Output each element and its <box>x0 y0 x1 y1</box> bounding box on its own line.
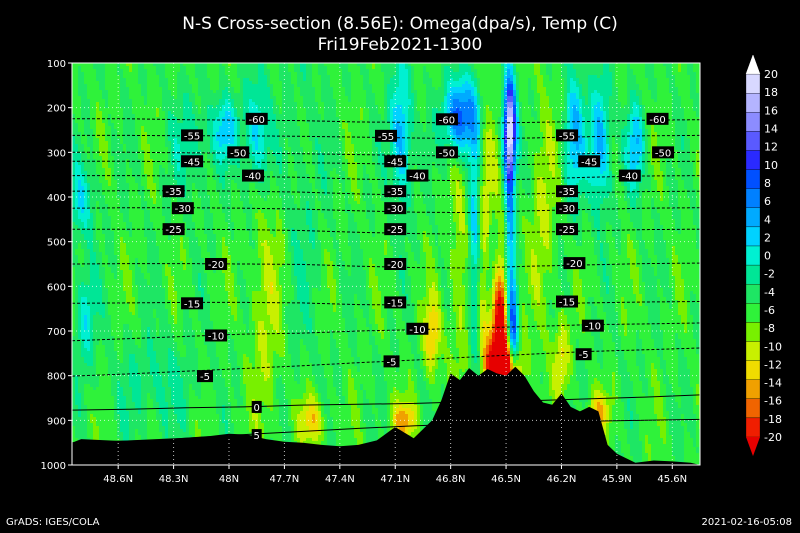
colorbar-label: 6 <box>764 195 771 208</box>
contour-label: -15 <box>556 296 578 309</box>
contour-label: 0 <box>252 401 262 414</box>
colorbar-label: -20 <box>764 431 782 444</box>
contour-label: -40 <box>619 170 641 183</box>
colorbar-label: 20 <box>764 68 778 81</box>
contour-label: -50 <box>652 146 674 159</box>
y-tick-label: 100 <box>47 59 66 70</box>
x-tick-label: 46.2N <box>547 474 577 485</box>
colorbar: 20181614121086420-2-4-6-8-10-12-14-16-18… <box>746 55 782 456</box>
y-tick-label: 500 <box>47 238 66 249</box>
contour-label: -50 <box>227 146 249 159</box>
colorbar-label: 2 <box>764 231 771 244</box>
contour-label: -55 <box>556 129 578 142</box>
x-tick-label: 47.4N <box>325 474 355 485</box>
colorbar-label: -12 <box>764 358 782 371</box>
contour-label: -35 <box>163 185 185 198</box>
contour-label: -10 <box>406 323 428 336</box>
contour-label: -30 <box>384 202 406 215</box>
colorbar-label: 18 <box>764 86 778 99</box>
contour-label: 5 <box>252 429 262 442</box>
y-tick-label: 1000 <box>41 461 66 472</box>
x-tick-label: 48.6N <box>103 474 133 485</box>
colorbar-label: 0 <box>764 250 771 263</box>
x-tick-label: 46.8N <box>436 474 466 485</box>
contour-label: -10 <box>582 320 604 333</box>
y-tick-label: 300 <box>47 148 66 159</box>
contour-label: -55 <box>375 130 397 143</box>
contour-label: -10 <box>205 329 227 342</box>
x-tick-label: 45.9N <box>602 474 632 485</box>
contour-label: -25 <box>163 223 185 236</box>
contour-label: -20 <box>384 258 406 271</box>
y-tick-label: 900 <box>47 416 66 427</box>
colorbar-label: -14 <box>764 377 782 390</box>
colorbar-label: -10 <box>764 340 782 353</box>
y-tick-label: 400 <box>47 193 66 204</box>
contour-label: -45 <box>578 155 600 168</box>
x-tick-label: 47.1N <box>380 474 410 485</box>
colorbar-label: -4 <box>764 286 775 299</box>
contour-label: -5 <box>576 348 592 361</box>
colorbar-label: -2 <box>764 268 775 281</box>
contour-label: -45 <box>384 155 406 168</box>
contour-label: -30 <box>556 202 578 215</box>
colorbar-label: -8 <box>764 322 775 335</box>
contour-label: -35 <box>384 185 406 198</box>
contour-label: -60 <box>436 113 458 126</box>
contour-label: -20 <box>205 258 227 271</box>
contour-label: -45 <box>181 155 203 168</box>
colorbar-label: 16 <box>764 104 778 117</box>
x-tick-label: 45.6N <box>657 474 687 485</box>
footer-timestamp: 2021-02-16-05:08 <box>701 517 792 528</box>
contour-label: -55 <box>181 129 203 142</box>
contour-label: -30 <box>172 202 194 215</box>
contour-label: -50 <box>436 146 458 159</box>
colorbar-label: 14 <box>764 123 778 136</box>
contour-label: -15 <box>384 296 406 309</box>
x-tick-label: 46.5N <box>491 474 521 485</box>
contour-label: -35 <box>556 185 578 198</box>
contour-label: -25 <box>384 223 406 236</box>
y-tick-label: 800 <box>47 372 66 383</box>
contour-label: -15 <box>181 297 203 310</box>
x-tick-label: 47.7N <box>270 474 300 485</box>
contour-label: -25 <box>556 223 578 236</box>
colorbar-label: 12 <box>764 141 778 154</box>
y-tick-label: 700 <box>47 327 66 338</box>
colorbar-label: -16 <box>764 395 782 408</box>
contour-label: -60 <box>647 113 669 126</box>
footer-credit: GrADS: IGES/COLA <box>6 517 100 528</box>
x-tick-label: 48N <box>219 474 239 485</box>
contour-label: -5 <box>197 370 213 383</box>
contour-label: -60 <box>246 113 268 126</box>
contour-label: -40 <box>242 170 264 183</box>
colorbar-label: 10 <box>764 159 778 172</box>
contour-label: -40 <box>406 170 428 183</box>
y-tick-label: 600 <box>47 282 66 293</box>
contour-label: -20 <box>563 257 585 270</box>
y-tick-label: 200 <box>47 104 66 115</box>
colorbar-label: 4 <box>764 213 771 226</box>
contour-label: -5 <box>384 355 400 368</box>
colorbar-label: -6 <box>764 304 775 317</box>
colorbar-label: 8 <box>764 177 771 190</box>
colorbar-label: -18 <box>764 413 782 426</box>
x-tick-label: 48.3N <box>159 474 189 485</box>
